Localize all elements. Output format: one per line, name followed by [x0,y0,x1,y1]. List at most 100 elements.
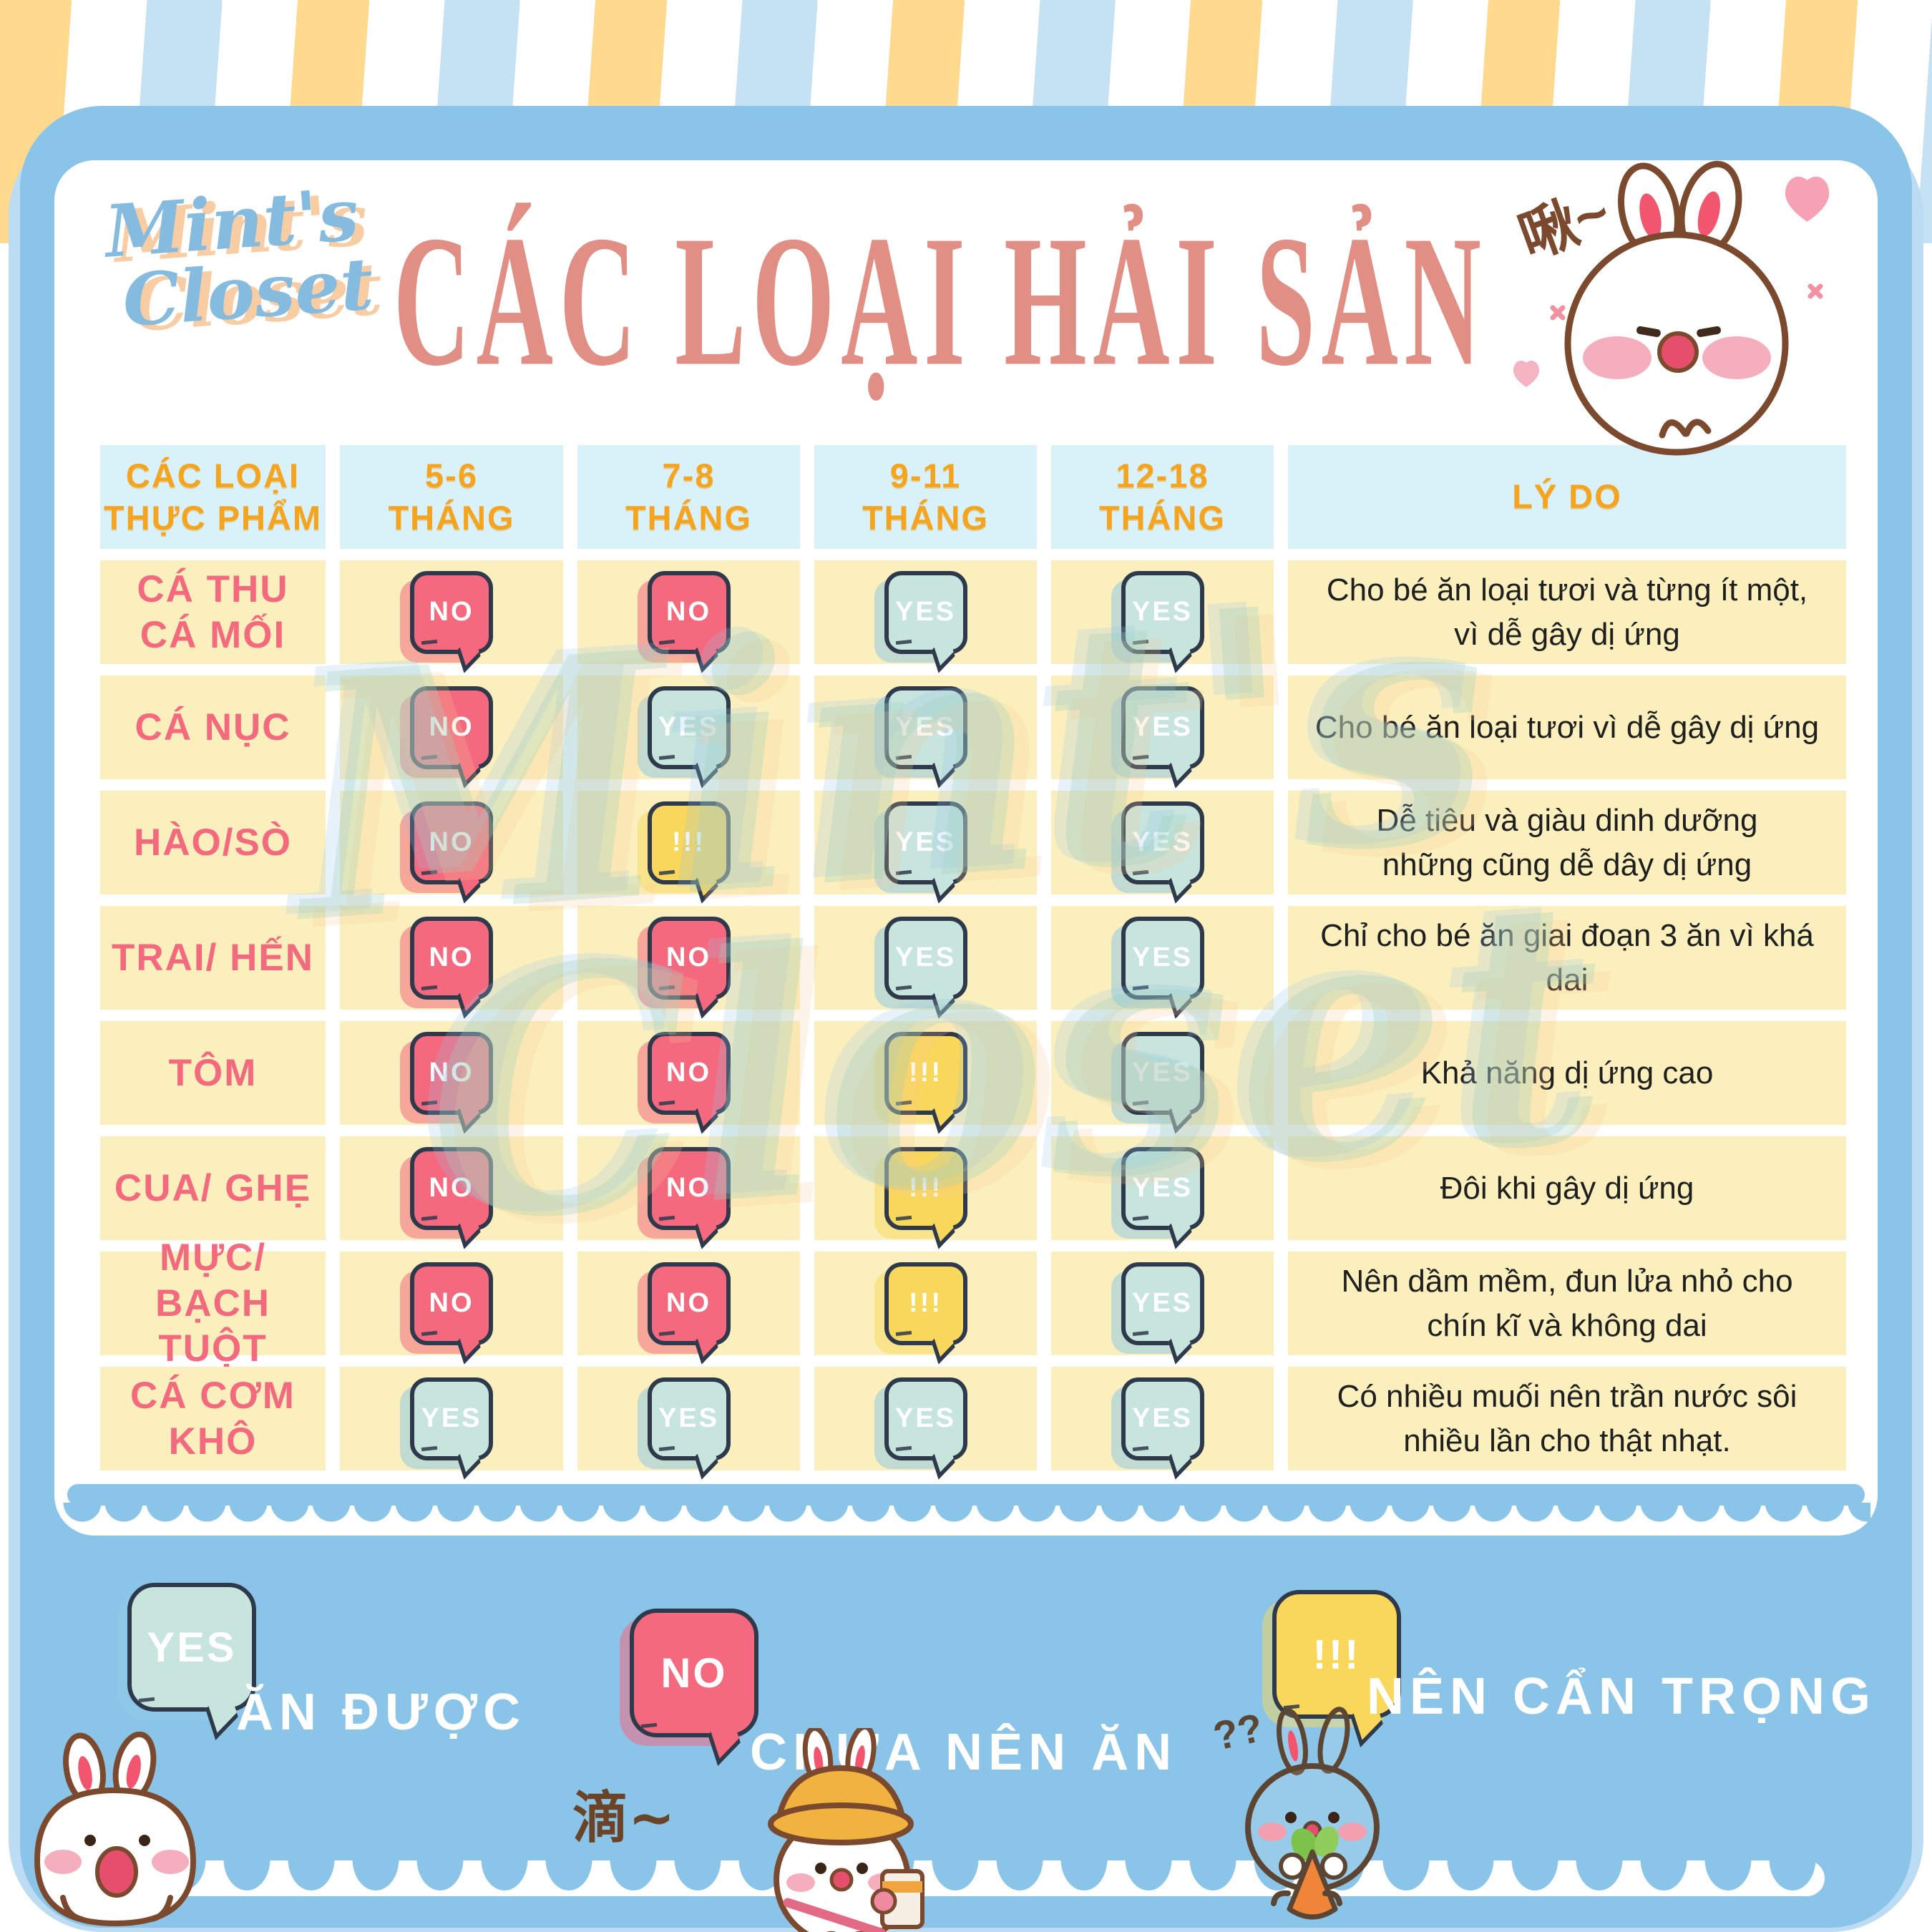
badge-warn: !!! [884,1146,967,1230]
reason-cell: Dễ tiêu và giàu dinh dưỡng những cũng dễ… [1288,791,1846,894]
sparkle-icon [1550,283,1823,321]
badge-no: NO [410,1262,493,1345]
badge-yes: YES [1121,801,1204,884]
badge-yes: YES [647,686,731,769]
badge-cell: YES [814,791,1037,894]
badge-cell: YES [1051,791,1274,894]
badge-yes: YES [1121,686,1204,769]
badge-cell: YES [1051,906,1274,1010]
badge-no: NO [410,801,493,884]
badge-warn: !!! [884,1031,967,1115]
food-label-cell: MỰC/ BẠCH TUỘT [100,1236,326,1370]
column-header-line2: THÁNG [388,498,515,537]
badge-cell: NO [340,1021,563,1125]
reason-cell: Có nhiều muối nên trần nước sôi nhiều lầ… [1288,1367,1846,1470]
badge-cell: NO [340,560,563,664]
badge-yes: YES [410,1377,493,1460]
badge-cell: !!! [814,1252,1037,1355]
food-label-cell: HÀO/SÒ [100,791,326,894]
column-header-line2: THÁNG [862,498,990,537]
badge-yes: YES [884,686,967,769]
badge-cell: NO [577,1136,800,1240]
scallop-edge [62,1503,1870,1536]
bunny-open-mouth-mascot [21,1731,215,1932]
food-table: CÁC LOẠI THỰC PHẨM 5-6 THÁNG 7-8 THÁNG 9-11 THÁ… [100,445,1846,1470]
badge-cell: YES [1051,675,1274,779]
column-header: CÁC LOẠI THỰC PHẨM [100,445,326,549]
reason-cell: Chỉ cho bé ăn giai đoạn 3 ăn vì khá dai [1288,906,1846,1010]
bunny-carrot-mascot: ?? [1208,1697,1408,1930]
food-label-cell: CUA/ GHẸ [100,1136,326,1240]
badge-no: NO [410,1146,493,1230]
badge-no: NO [647,1262,731,1345]
badge-yes: YES [1121,916,1204,1000]
reason-cell: Cho bé ăn loại tươi và từng ít một, vì d… [1288,560,1846,664]
badge-no: NO [410,916,493,1000]
badge-yes: YES [884,916,967,1000]
badge-yes: YES [1121,1031,1204,1115]
badge-no: NO [410,570,493,654]
bunny-hat-mascot [741,1724,948,1932]
badge-cell: YES [814,560,1037,664]
badge-cell: YES [1051,560,1274,664]
badge-yes: YES [1121,1146,1204,1230]
badge-cell: !!! [814,1136,1037,1240]
badge-cell: NO [577,1252,800,1355]
page-title: CÁC LOẠI HẢI SẢN [393,196,1488,405]
column-header: LÝ DO [1288,445,1846,549]
badge-cell: YES [814,675,1037,779]
badge-cell: NO [340,675,563,779]
bunny-carrot-speech: ?? [1209,1704,1267,1759]
column-header-line1: 12-18 [1116,456,1209,494]
badge-cell: NO [577,1021,800,1125]
badge-cell: NO [340,791,563,894]
badge-cell: YES [1051,1367,1274,1470]
column-header-line2: THÁNG [625,498,753,537]
badge-no: NO [410,1031,493,1115]
brand-logo: Mint's Closet [102,172,376,343]
badge-no: NO [647,570,731,654]
badge-cell: NO [340,1252,563,1355]
badge-cell: YES [577,675,800,779]
legend-label-an-duoc: ĂN ĐƯỢC [236,1684,527,1741]
food-label-cell: CÁ CƠM KHÔ [100,1367,326,1470]
badge-cell: YES [1051,1136,1274,1240]
badge-warn: !!! [884,1262,967,1345]
badge-yes: YES [884,570,967,654]
badge-no: NO [647,1031,731,1115]
legend-badge-warn: !!! [1272,1590,1401,1719]
badge-cell: NO [577,560,800,664]
badge-no: NO [410,686,493,769]
badge-yes: YES [884,1377,967,1460]
column-header-line1: 5-6 [425,456,478,494]
food-label-cell: TRAI/ HẾN [100,906,326,1010]
wave-drips [86,1859,1825,1895]
bunny-top-speech: 啾~ [1511,180,1619,270]
column-header: 12-18 THÁNG [1051,445,1274,549]
legend-badge-no: NO [630,1609,758,1737]
food-label-cell: CÁ NỤC [100,675,326,779]
legend-label-nen-can-trong: NÊN CẨN TRỌNG [1367,1668,1876,1725]
reason-cell: Nên dầm mềm, đun lửa nhỏ cho chín kĩ và … [1288,1252,1846,1355]
column-header: 5-6 THÁNG [340,445,563,549]
reason-cell: Khả năng dị ứng cao [1288,1021,1846,1125]
column-header: 9-11 THÁNG [814,445,1037,549]
column-header-line1: 7-8 [662,456,716,494]
divider-bar [67,1484,1865,1506]
badge-cell: NO [340,906,563,1010]
badge-no: NO [630,1609,758,1737]
badge-yes: YES [884,801,967,884]
badge-cell: YES [340,1367,563,1470]
badge-yes: YES [1121,1377,1204,1460]
badge-cell: YES [1051,1021,1274,1125]
legend-badge-yes: YES [127,1583,256,1712]
reason-cell: Đôi khi gây dị ứng [1288,1136,1846,1240]
badge-yes: YES [1121,570,1204,654]
badge-warn: !!! [647,801,731,884]
badge-no: NO [647,1146,731,1230]
column-header-line1: LÝ DO [1512,477,1622,516]
badge-warn: !!! [1272,1590,1401,1719]
bunny-blush-mascot: 啾~ [1485,143,1850,476]
badge-cell: YES [577,1367,800,1470]
